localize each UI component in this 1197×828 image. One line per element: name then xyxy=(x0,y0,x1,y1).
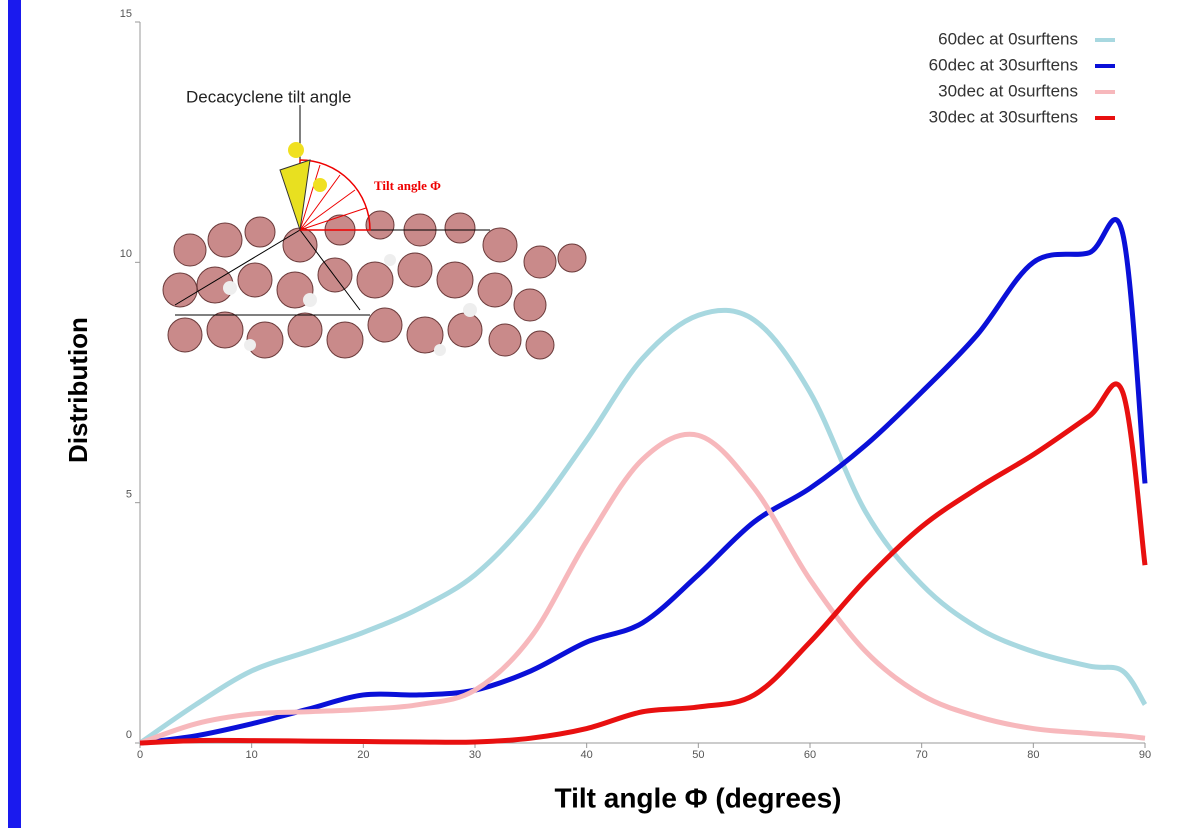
x-tick-label: 0 xyxy=(137,749,143,761)
legend-label: 30dec at 30surftens xyxy=(929,107,1078,126)
x-axis-label: Tilt angle Φ (degrees) xyxy=(555,782,842,813)
legend-label: 30dec at 0surftens xyxy=(938,81,1078,100)
x-tick-label: 30 xyxy=(469,749,481,761)
y-tick-label: 15 xyxy=(120,8,132,20)
x-tick-label: 10 xyxy=(246,749,258,761)
y-axis-label: Distribution xyxy=(63,317,93,463)
x-tick-label: 90 xyxy=(1139,749,1151,761)
y-tick-label: 10 xyxy=(120,248,132,260)
chart: Decacyclene tilt angle Tilt angle Φ Dist… xyxy=(0,0,1197,828)
annotation: Tilt angle Φ xyxy=(374,178,441,193)
x-tick-label: 70 xyxy=(916,749,928,761)
y-tick-label: 0 xyxy=(126,729,132,741)
annotation: Decacyclene tilt angle xyxy=(186,87,351,106)
series-line xyxy=(140,310,1145,743)
series-line xyxy=(140,384,1145,743)
x-tick-label: 40 xyxy=(581,749,593,761)
inset-image xyxy=(150,105,590,370)
x-tick-label: 20 xyxy=(357,749,369,761)
x-tick-label: 80 xyxy=(1027,749,1039,761)
legend-label: 60dec at 30surftens xyxy=(929,55,1078,74)
x-tick-label: 50 xyxy=(692,749,704,761)
slide-strip xyxy=(8,0,21,828)
y-tick-label: 5 xyxy=(126,489,132,501)
page: {"chart_data": {"type": "line", "xlabel"… xyxy=(0,0,1197,828)
legend-label: 60dec at 0surftens xyxy=(938,29,1078,48)
x-tick-label: 60 xyxy=(804,749,816,761)
